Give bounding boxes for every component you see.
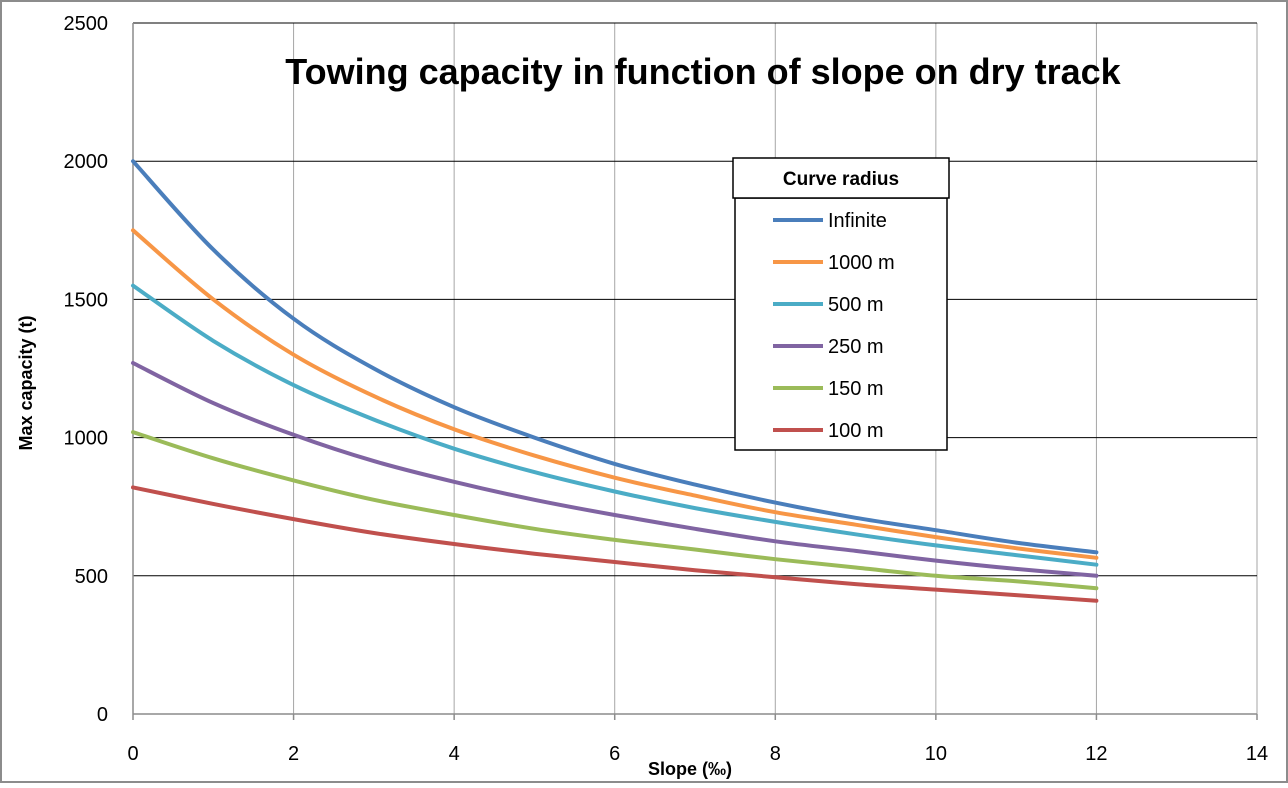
x-tick-label: 8 (770, 743, 781, 765)
chart-title: Towing capacity in function of slope on … (285, 51, 1121, 92)
series-line-1000-m (131, 228, 1099, 560)
y-axis-label: Max capacity (t) (16, 315, 36, 450)
y-tick-label: 2500 (64, 13, 109, 35)
x-tick-label: 12 (1085, 743, 1107, 765)
x-tick-label: 4 (449, 743, 460, 765)
x-tick-label: 0 (127, 743, 138, 765)
legend-label-infinite: Infinite (828, 210, 887, 232)
x-axis-label: Slope (‰) (648, 759, 732, 779)
axis-layer: 0 2 4 6 8 10 12 14 0 500 1000 1500 2000 2500 (64, 13, 1269, 765)
legend-label-250-m: 250 m (828, 336, 884, 358)
y-tick-label: 2000 (64, 151, 109, 173)
legend-entries: Infinite 1000 m 500 m 250 m 150 m 100 m (773, 210, 895, 442)
legend-label-150-m: 150 m (828, 378, 884, 400)
legend-title-box (732, 157, 950, 199)
x-tick-label: 6 (609, 743, 620, 765)
legend-box (734, 197, 948, 451)
y-tick-label: 500 (75, 566, 108, 588)
series-line-150-m (131, 430, 1099, 591)
legend-label-100-m: 100 m (828, 420, 884, 442)
legend-label-1000-m: 1000 m (828, 252, 895, 274)
series-line-250-m (131, 361, 1099, 578)
legend-label-500-m: 500 m (828, 294, 884, 316)
y-tick-label: 1000 (64, 428, 109, 450)
x-tick-label: 2 (288, 743, 299, 765)
y-tick-label: 0 (97, 704, 108, 726)
series-line-infinite (131, 159, 1099, 555)
legend-title: Curve radius (783, 169, 899, 190)
series-layer (131, 159, 1099, 603)
y-tick-label: 1500 (64, 289, 109, 311)
legend: Curve radius Infinite 1000 m 500 m 250 m 150… (732, 157, 950, 451)
series-line-100-m (131, 485, 1099, 603)
series-line-500-m (131, 283, 1099, 567)
x-tick-label: 10 (925, 743, 947, 765)
x-tick-label: 14 (1246, 743, 1268, 765)
